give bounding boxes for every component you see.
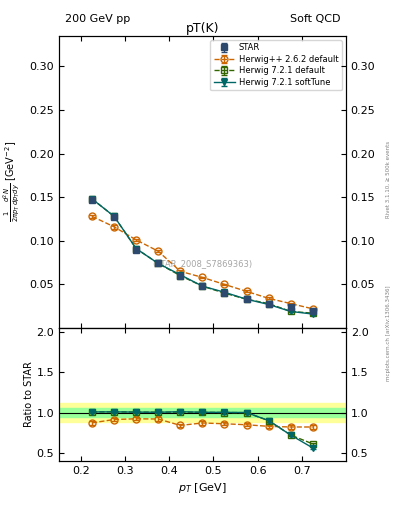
Title: pT(K): pT(K): [185, 22, 219, 35]
Text: mcplots.cern.ch [arXiv:1306.3436]: mcplots.cern.ch [arXiv:1306.3436]: [386, 285, 391, 380]
Text: 200 GeV pp: 200 GeV pp: [65, 14, 130, 24]
Text: (STAR_2008_S7869363): (STAR_2008_S7869363): [152, 259, 252, 268]
Text: Soft QCD: Soft QCD: [290, 14, 340, 24]
Y-axis label: $\frac{1}{2\pi p_T} \frac{d^2N}{dp_T dy}$ [GeV$^{-2}$]: $\frac{1}{2\pi p_T} \frac{d^2N}{dp_T dy}…: [1, 141, 22, 223]
X-axis label: $p_T$ [GeV]: $p_T$ [GeV]: [178, 481, 227, 495]
Text: Rivet 3.1.10, ≥ 500k events: Rivet 3.1.10, ≥ 500k events: [386, 141, 391, 218]
Legend: STAR, Herwig++ 2.6.2 default, Herwig 7.2.1 default, Herwig 7.2.1 softTune: STAR, Herwig++ 2.6.2 default, Herwig 7.2…: [210, 40, 342, 90]
Y-axis label: Ratio to STAR: Ratio to STAR: [24, 361, 33, 428]
